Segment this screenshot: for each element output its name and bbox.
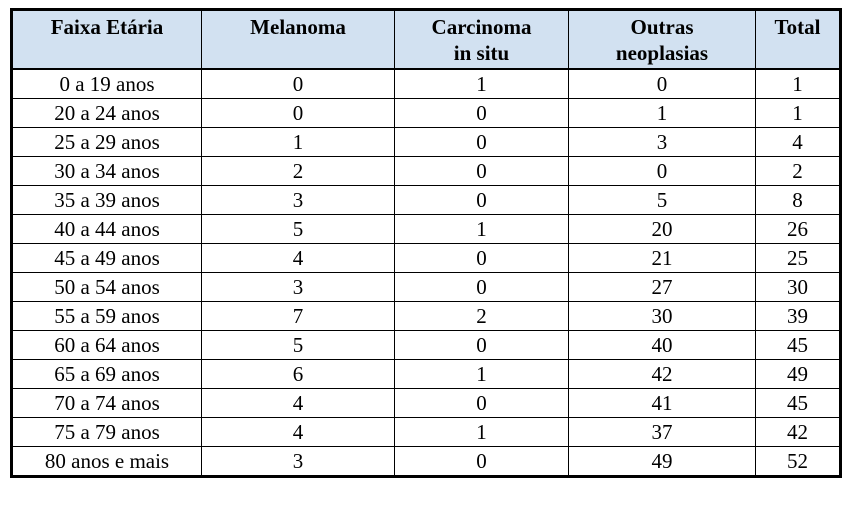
value-cell: 4 xyxy=(755,127,841,158)
row-label-cell: 75 a 79 anos xyxy=(11,417,202,448)
value-cell: 2 xyxy=(394,301,569,332)
value-cell: 0 xyxy=(394,446,569,478)
value-cell: 5 xyxy=(201,330,395,361)
value-cell: 49 xyxy=(755,359,841,390)
value-cell: 5 xyxy=(568,185,756,216)
value-cell: 25 xyxy=(755,243,841,274)
page: Faixa Etária Melanoma Carcinoma in situ Out… xyxy=(10,8,842,479)
table-row: 25 a 29 anos 1 0 3 4 xyxy=(11,127,841,158)
table-row: 75 a 79 anos 4 1 37 42 xyxy=(11,417,841,448)
value-cell: 0 xyxy=(394,127,569,158)
row-label-cell: 25 a 29 anos xyxy=(11,127,202,158)
value-cell: 0 xyxy=(568,68,756,100)
table-row: 40 a 44 anos 5 1 20 26 xyxy=(11,214,841,245)
value-cell: 1 xyxy=(755,68,841,100)
table-row: 45 a 49 anos 4 0 21 25 xyxy=(11,243,841,274)
value-cell: 1 xyxy=(394,359,569,390)
value-cell: 1 xyxy=(394,417,569,448)
value-cell: 4 xyxy=(201,388,395,419)
row-label-cell: 45 a 49 anos xyxy=(11,243,202,274)
value-cell: 8 xyxy=(755,185,841,216)
row-label-cell: 50 a 54 anos xyxy=(11,272,202,303)
table-row: 80 anos e mais 3 0 49 52 xyxy=(11,446,841,478)
row-label-cell: 40 a 44 anos xyxy=(11,214,202,245)
column-header: Faixa Etária xyxy=(11,9,202,71)
value-cell: 40 xyxy=(568,330,756,361)
value-cell: 0 xyxy=(394,243,569,274)
value-cell: 5 xyxy=(201,214,395,245)
value-cell: 4 xyxy=(201,417,395,448)
value-cell: 1 xyxy=(568,98,756,129)
table-body: 0 a 19 anos 0 1 0 1 20 a 24 anos 0 0 1 1 25 a 29 a… xyxy=(11,68,841,478)
value-cell: 2 xyxy=(755,156,841,187)
row-label-cell: 80 anos e mais xyxy=(11,446,202,478)
value-cell: 3 xyxy=(568,127,756,158)
data-table: Faixa Etária Melanoma Carcinoma in situ Out… xyxy=(10,8,842,479)
header-row: Faixa Etária Melanoma Carcinoma in situ Out… xyxy=(11,9,841,71)
value-cell: 1 xyxy=(201,127,395,158)
column-header: Outras neoplasias xyxy=(568,9,756,71)
row-label-cell: 70 a 74 anos xyxy=(11,388,202,419)
value-cell: 3 xyxy=(201,446,395,478)
value-cell: 0 xyxy=(394,156,569,187)
value-cell: 2 xyxy=(201,156,395,187)
row-label-cell: 20 a 24 anos xyxy=(11,98,202,129)
table-row: 35 a 39 anos 3 0 5 8 xyxy=(11,185,841,216)
value-cell: 0 xyxy=(201,98,395,129)
table-row: 70 a 74 anos 4 0 41 45 xyxy=(11,388,841,419)
value-cell: 0 xyxy=(201,68,395,100)
value-cell: 3 xyxy=(201,272,395,303)
row-label-cell: 30 a 34 anos xyxy=(11,156,202,187)
value-cell: 0 xyxy=(394,330,569,361)
value-cell: 39 xyxy=(755,301,841,332)
value-cell: 4 xyxy=(201,243,395,274)
value-cell: 1 xyxy=(394,214,569,245)
value-cell: 7 xyxy=(201,301,395,332)
value-cell: 37 xyxy=(568,417,756,448)
value-cell: 3 xyxy=(201,185,395,216)
value-cell: 20 xyxy=(568,214,756,245)
value-cell: 42 xyxy=(755,417,841,448)
row-label-cell: 60 a 64 anos xyxy=(11,330,202,361)
column-header: Melanoma xyxy=(201,9,395,71)
value-cell: 1 xyxy=(755,98,841,129)
value-cell: 26 xyxy=(755,214,841,245)
column-header: Carcinoma in situ xyxy=(394,9,569,71)
table-row: 0 a 19 anos 0 1 0 1 xyxy=(11,68,841,100)
table-row: 65 a 69 anos 6 1 42 49 xyxy=(11,359,841,390)
value-cell: 30 xyxy=(755,272,841,303)
row-label-cell: 55 a 59 anos xyxy=(11,301,202,332)
value-cell: 45 xyxy=(755,330,841,361)
value-cell: 21 xyxy=(568,243,756,274)
value-cell: 0 xyxy=(394,388,569,419)
value-cell: 52 xyxy=(755,446,841,478)
row-label-cell: 0 a 19 anos xyxy=(11,68,202,100)
value-cell: 49 xyxy=(568,446,756,478)
table-row: 50 a 54 anos 3 0 27 30 xyxy=(11,272,841,303)
value-cell: 1 xyxy=(394,68,569,100)
row-label-cell: 65 a 69 anos xyxy=(11,359,202,390)
value-cell: 27 xyxy=(568,272,756,303)
value-cell: 0 xyxy=(394,272,569,303)
table-row: 30 a 34 anos 2 0 0 2 xyxy=(11,156,841,187)
value-cell: 0 xyxy=(394,98,569,129)
value-cell: 6 xyxy=(201,359,395,390)
table-row: 20 a 24 anos 0 0 1 1 xyxy=(11,98,841,129)
value-cell: 41 xyxy=(568,388,756,419)
column-header: Total xyxy=(755,9,841,71)
value-cell: 30 xyxy=(568,301,756,332)
table-header: Faixa Etária Melanoma Carcinoma in situ Out… xyxy=(11,9,841,71)
row-label-cell: 35 a 39 anos xyxy=(11,185,202,216)
table-row: 60 a 64 anos 5 0 40 45 xyxy=(11,330,841,361)
value-cell: 42 xyxy=(568,359,756,390)
value-cell: 0 xyxy=(568,156,756,187)
table-row: 55 a 59 anos 7 2 30 39 xyxy=(11,301,841,332)
value-cell: 45 xyxy=(755,388,841,419)
value-cell: 0 xyxy=(394,185,569,216)
